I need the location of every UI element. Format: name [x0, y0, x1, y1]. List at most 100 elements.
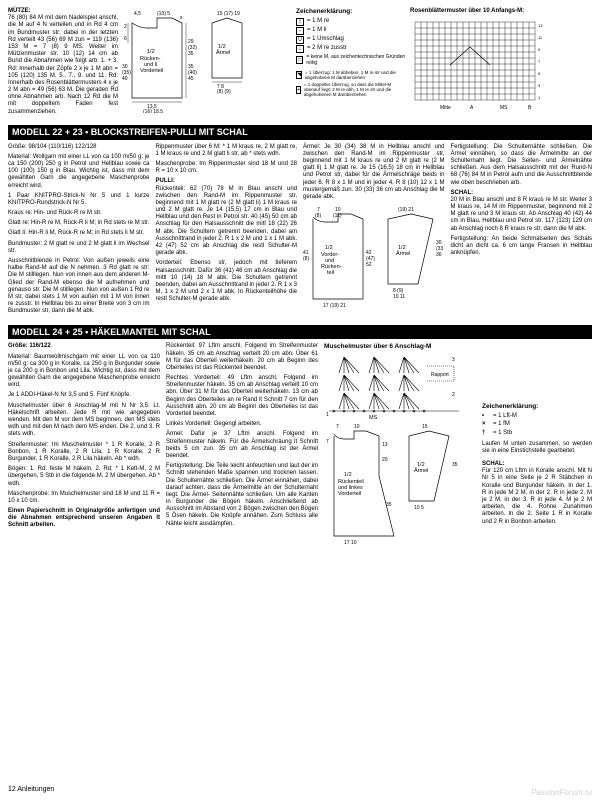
svg-text:6: 6: [124, 36, 127, 42]
svg-text:13: 13: [538, 23, 543, 28]
m22-col4: Fertigstellung: Die Schulternähte schlie…: [451, 144, 593, 319]
svg-text:35: 35: [188, 51, 194, 57]
p: Größe: 98/104 (110/116) 122/128: [8, 144, 150, 151]
sub: PULLI:: [156, 178, 298, 185]
svg-text:B: B: [528, 105, 532, 111]
t: = 1 fM: [493, 421, 510, 428]
p: Ärmel: Dafür je 37 Lftm anschl. Folgend …: [166, 431, 318, 460]
body-schematic: 4,5 (10) 5 x 15 (17) 19 2 6 30 (35) 40 2…: [122, 8, 292, 113]
svg-text:3: 3: [452, 357, 455, 363]
mutze-text: MÜTZE: 76 (80) 84 M mit dem Nadelspiel a…: [8, 8, 118, 119]
m24-col2: Rückenteil: 97 Lftm anschl. Folgend im S…: [166, 343, 318, 551]
p: 20 M in Blau anschl und 8 R kraus re M s…: [451, 197, 593, 233]
legend-text: = 1 doppelter Überzug, so dass die Mitte…: [304, 82, 406, 98]
p: Einen Papierschnitt in Originalgröße anf…: [8, 508, 160, 530]
p: Je 1 ADDI-Häkel-N Nr 3,5 und 5. Fünf Knö…: [8, 392, 160, 399]
svg-text:17 (19) 21: 17 (19) 21: [323, 303, 346, 309]
p: Vorderteil: Ebenso str, jedoch mit tiefe…: [156, 260, 298, 303]
p: Maschenprobe: Im Muschelmuster sind 18 M…: [8, 491, 160, 505]
p: Glatt li: Hin-R li M, Rück-R re M; in Rd…: [8, 230, 150, 237]
svg-text:35: 35: [452, 462, 458, 468]
svg-text:17 10: 17 10: [344, 540, 357, 546]
mutze-body: 76 (80) 84 M mit dem Nadelspiel anschl, …: [8, 15, 118, 116]
svg-text:10 11: 10 11: [393, 294, 405, 300]
svg-text:Mitte: Mitte: [440, 105, 451, 111]
rose-title: Rosenblättermuster über 10 Anfangs-M:: [410, 8, 550, 15]
sym: ◥: [296, 71, 302, 79]
svg-text:Ärmel: Ärmel: [396, 250, 410, 257]
svg-text:(16) 18,5: (16) 18,5: [143, 109, 163, 113]
rose-chart: Rosenblättermuster über 10 Anfangs-M: 13…: [410, 8, 550, 119]
svg-text:10 5: 10 5: [414, 505, 424, 511]
svg-text:1/2: 1/2: [325, 245, 333, 251]
legend-title: Zeichenerklärung:: [296, 8, 406, 16]
svg-text:9: 9: [538, 47, 541, 52]
m22-columns: Größe: 98/104 (110/116) 122/128 Material…: [8, 144, 592, 319]
svg-text:45: 45: [188, 76, 194, 82]
svg-text:20: 20: [382, 457, 388, 463]
svg-text:x: x: [180, 15, 183, 21]
p: Streifenmuster: Im Muschelmuster * 1 R K…: [8, 442, 160, 464]
svg-text:(19) 21: (19) 21: [398, 207, 414, 213]
p: Rippenmuster über 6 M: * 1 M kraus re, 2…: [156, 144, 298, 158]
svg-text:3: 3: [538, 83, 541, 88]
svg-text:Vorderteil: Vorderteil: [140, 68, 163, 74]
m22-col2: Rippenmuster über 6 M: * 1 M kraus re, 2…: [156, 144, 298, 319]
sym: U: [296, 36, 304, 44]
svg-text:MS: MS: [500, 105, 508, 111]
svg-text:(8) (9): (8) (9): [217, 89, 231, 95]
m24-columns: Größe: 116/122 Material: Baumwollmischga…: [8, 343, 592, 551]
svg-text:MS: MS: [369, 415, 378, 421]
p: Maschenprobe: Im Rippenmuster sind 18 M …: [156, 161, 298, 175]
p: Ausschnitblende in Petrol: Von außen jew…: [8, 258, 150, 316]
mutze-heading: MÜTZE:: [8, 8, 118, 15]
p: Rückenteil: 62 (70) 78 M in Blau anschl …: [156, 186, 298, 258]
p: 1 Paar KNITPRO-Strick-N Nr 5 und 1 kurze…: [8, 193, 150, 207]
svg-text:(8): (8): [315, 213, 321, 219]
m24-col1: Größe: 116/122 Material: Baumwollmischga…: [8, 343, 160, 551]
p: Bundmuster: 2 M glatt re und 2 M glatt l…: [8, 241, 150, 255]
legend-item: ×= 1 fM: [482, 421, 592, 428]
m22-col1: Größe: 98/104 (110/116) 122/128 Material…: [8, 144, 150, 319]
svg-text:11: 11: [538, 35, 543, 40]
svg-text:1: 1: [326, 412, 329, 418]
svg-text:(11): (11): [333, 213, 342, 219]
p: Material: Baumwollmischgarn mit einer LL…: [8, 354, 160, 390]
p: Muschelmuster über 6 Anschlag-M mit N Nr…: [8, 403, 160, 439]
p: Kraus re: Hin- und Rück-R re M str.: [8, 210, 150, 217]
svg-text:2: 2: [452, 392, 455, 398]
p: Rückenteil: 97 Lftm anschl. Folgend im S…: [166, 343, 318, 372]
legend-item: ⌂= 2 M re zusstr: [296, 45, 406, 53]
legend-text: = 1 M re: [307, 18, 329, 25]
svg-text:7: 7: [326, 439, 329, 445]
section-title-24: MODELL 24 + 25 • HÄKELMANTEL MIT SCHAL: [8, 325, 592, 340]
schal-t: Für 120 cm Lftm in Koralle anschl. Mit N…: [482, 468, 592, 526]
page-footer: 12 Anleitungen: [8, 786, 54, 794]
section-title-22: MODELL 22 + 23 • BLOCKSTREIFEN-PULLI MIT…: [8, 125, 592, 140]
svg-text:52: 52: [366, 262, 372, 268]
p: Größe: 116/122: [8, 343, 160, 350]
svg-text:15: 15: [422, 424, 428, 430]
p: Material: Wollgarn mit einer LL von ca 1…: [8, 154, 150, 190]
svg-text:5: 5: [538, 71, 541, 76]
svg-text:2: 2: [124, 24, 127, 30]
leg-title: Zeichenerklärung:: [482, 403, 592, 411]
legend-item: •= 1 Lft-M: [482, 413, 592, 420]
svg-text:teil: teil: [327, 270, 334, 276]
schal-h: SCHAL:: [482, 461, 592, 468]
legend-item: += 1 doppelter Überzug, so dass die Mitt…: [296, 82, 406, 98]
svg-text:13: 13: [382, 442, 388, 448]
m22-col3: Ärmel: Je 30 (34) 38 M in Hellblau ansch…: [303, 144, 445, 319]
rose-grid: 131197531 MitteAMSB: [410, 17, 550, 112]
svg-text:1/2: 1/2: [344, 472, 352, 478]
legend-text: = 1 Überzug: 1 M abheben, 1 M re str und…: [305, 70, 406, 81]
svg-text:A: A: [470, 105, 474, 111]
svg-text:35: 35: [386, 502, 392, 508]
p: Glatt re: Hin-R re M, Rück-R li M; in Rd…: [8, 220, 150, 227]
svg-text:15 (17) 19: 15 (17) 19: [217, 11, 240, 17]
p: Fertigstellung: Die Teile leicht anfeuch…: [166, 463, 318, 528]
svg-text:1: 1: [538, 95, 541, 100]
m22-schematic: 710 (8)(11) 41(8) 1/2Vorder-undRücken-te…: [303, 204, 443, 314]
sub: SCHAL:: [451, 190, 593, 197]
legend-block: Zeichenerklärung: |= 1 M re −= 1 M li U=…: [296, 8, 406, 119]
